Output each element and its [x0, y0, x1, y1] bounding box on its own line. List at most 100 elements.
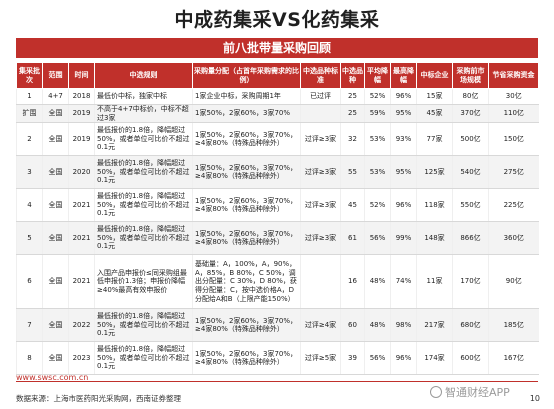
table-cell: 217家 [416, 308, 453, 343]
table-cell: 96% [390, 88, 417, 105]
table-cell [300, 254, 341, 310]
table-cell: 8 [16, 341, 43, 376]
table-cell: 125家 [416, 155, 453, 190]
column-header: 采购前市场规模 [452, 62, 489, 89]
table-cell: 167亿 [488, 341, 539, 376]
table-cell: 110亿 [488, 104, 539, 124]
table-cell: 61 [340, 221, 365, 256]
table-cell: 45家 [416, 104, 453, 124]
table-cell: 入围产品申报价≤同采购组最低申报价1.3倍；申报价降幅≥40%最高有效申报价 [94, 254, 193, 310]
table-cell: 1家50%，2家60%，3家70%，≥4家80%（特殊品种除外） [192, 188, 301, 223]
table-cell: 540亿 [452, 155, 489, 190]
table-cell: 99% [390, 221, 417, 256]
watermark: 智通财经APP [430, 384, 510, 400]
watermark-text: 智通财经APP [445, 386, 510, 399]
table-cell: 95% [390, 104, 417, 124]
table-cell: 45 [340, 188, 365, 223]
table-cell: 96% [390, 341, 417, 376]
brand-logo: www.swsc.com.cn [16, 373, 89, 382]
table-cell: 4+7 [42, 88, 69, 105]
table-cell: 39 [340, 341, 365, 376]
page-number: 10 [529, 394, 540, 403]
table-cell: 30亿 [488, 88, 539, 105]
table-cell: 680亿 [452, 308, 489, 343]
table-cell: 2021 [68, 221, 95, 256]
table-cell: 全国 [42, 254, 69, 310]
table-cell: 174家 [416, 341, 453, 376]
table-cell: 2 [16, 122, 43, 157]
table-row: 7 全国 2022 最低报价的1.8倍，降幅超过50%，或者单位可比价不超过0.1元 1… [16, 308, 539, 343]
table-cell: 52% [364, 88, 391, 105]
table-cell: 16 [340, 254, 365, 310]
table-cell: 2021 [68, 188, 95, 223]
column-header: 节省采购资金 [488, 62, 539, 89]
table-cell: 过评≥3家 [300, 188, 341, 223]
table-cell: 已过评 [300, 88, 341, 105]
table-cell: 1 [16, 88, 43, 105]
table-cell: 最低报价的1.8倍，降幅超过50%，或者单位可比价不超过0.1元 [94, 188, 193, 223]
table-cell: 最低报价的1.8倍，降幅超过50%，或者单位可比价不超过0.1元 [94, 308, 193, 343]
column-header: 中选品种 [340, 62, 365, 89]
procurement-table: 集采批次 范围 时间 中选规则 采购量分配（占首年采购需求的比例） 中选品种标准 中选品种平… [16, 62, 539, 376]
table-body: 1 4+7 2018 最低价中标，独家中标 1家企业中标，采购周期1年 已过评 25 52% 9… [16, 88, 539, 376]
column-header: 范围 [42, 62, 69, 89]
table-cell: 全国 [42, 122, 69, 157]
table-row: 2 全国 2019 最低报价的1.8倍，降幅超过50%，或者单位可比价不超过0.1元 1… [16, 122, 539, 157]
table-cell: 52% [364, 188, 391, 223]
table-cell: 扩围 [16, 104, 43, 124]
table-cell: 过评≥3家 [300, 155, 341, 190]
table-cell: 59% [364, 104, 391, 124]
table-cell: 5 [16, 221, 43, 256]
table-cell: 77家 [416, 122, 453, 157]
table-cell [300, 104, 341, 124]
table-row: 5 全国 2021 最低报价的1.8倍，降幅超过50%，或者单位可比价不超过0.1元 1… [16, 221, 539, 256]
table-cell: 全国 [42, 188, 69, 223]
table-cell: 过评≥3家 [300, 221, 341, 256]
table-cell: 1家50%，2家60%，3家70%，≥4家80%（特殊品种除外） [192, 122, 301, 157]
table-cell: 1家50%，2家60%，3家70%，≥4家80%（特殊品种除外） [192, 308, 301, 343]
table-cell: 80亿 [452, 88, 489, 105]
table-cell: 25 [340, 104, 365, 124]
source-note: 数据来源：上海市医药阳光采购网，西南证券整理 [16, 394, 181, 403]
table-cell: 90亿 [488, 254, 539, 310]
table-cell: 550亿 [452, 188, 489, 223]
table-cell: 600亿 [452, 341, 489, 376]
table-cell: 最低报价的1.8倍，降幅超过50%，或者单位可比价不超过0.1元 [94, 155, 193, 190]
table-cell: 74% [390, 254, 417, 310]
page-title: 中成药集采VS化药集采 [174, 9, 380, 31]
table-cell: 2023 [68, 341, 95, 376]
column-header: 平均降幅 [364, 62, 391, 89]
table-cell: 95% [390, 155, 417, 190]
table-cell: 2022 [68, 308, 95, 343]
table-cell: 150亿 [488, 122, 539, 157]
table-cell: 93% [390, 122, 417, 157]
table-cell: 过评≥3家 [300, 122, 341, 157]
column-header: 中选品种标准 [300, 62, 341, 89]
table-cell: 53% [364, 122, 391, 157]
table-cell: 360亿 [488, 221, 539, 256]
table-cell: 56% [364, 341, 391, 376]
table-cell: 1家50%，2家60%，3家70%，≥4家80%（特殊品种除外） [192, 221, 301, 256]
table-cell: 全国 [42, 341, 69, 376]
table-cell: 全国 [42, 221, 69, 256]
table-row: 3 全国 2020 最低报价的1.8倍，降幅超过50%，或者单位可比价不超过0.1元 1… [16, 155, 539, 190]
table-cell: 48% [364, 254, 391, 310]
table-cell: 1家50%，2家60%，3家70%，≥4家80%（特殊品种除外） [192, 155, 301, 190]
table-row: 6 全国 2021 入围产品申报价≤同采购组最低申报价1.3倍；申报价降幅≥40%最高… [16, 254, 539, 310]
table-cell: 最低报价的1.8倍，降幅超过50%，或者单位可比价不超过0.1元 [94, 221, 193, 256]
table-cell: 55 [340, 155, 365, 190]
table-cell: 1家50%，2家60%，3家70%，≥4家80%（特殊品种除外） [192, 341, 301, 376]
footer-divider [16, 381, 538, 382]
table-cell: 25 [340, 88, 365, 105]
table-cell: 3 [16, 155, 43, 190]
table-cell: 370亿 [452, 104, 489, 124]
table-cell: 48% [364, 308, 391, 343]
table-cell: 最低报价的1.8倍，降幅超过50%，或者单位可比价不超过0.1元 [94, 341, 193, 376]
table-row: 4 全国 2021 最低报价的1.8倍，降幅超过50%，或者单位可比价不超过0.1元 1… [16, 188, 539, 223]
table-cell: 全国 [42, 104, 69, 124]
column-header: 中标企业 [416, 62, 453, 89]
table-cell: 2018 [68, 88, 95, 105]
column-header: 中选规则 [94, 62, 193, 89]
table-cell: 53% [364, 155, 391, 190]
table-cell: 4 [16, 188, 43, 223]
